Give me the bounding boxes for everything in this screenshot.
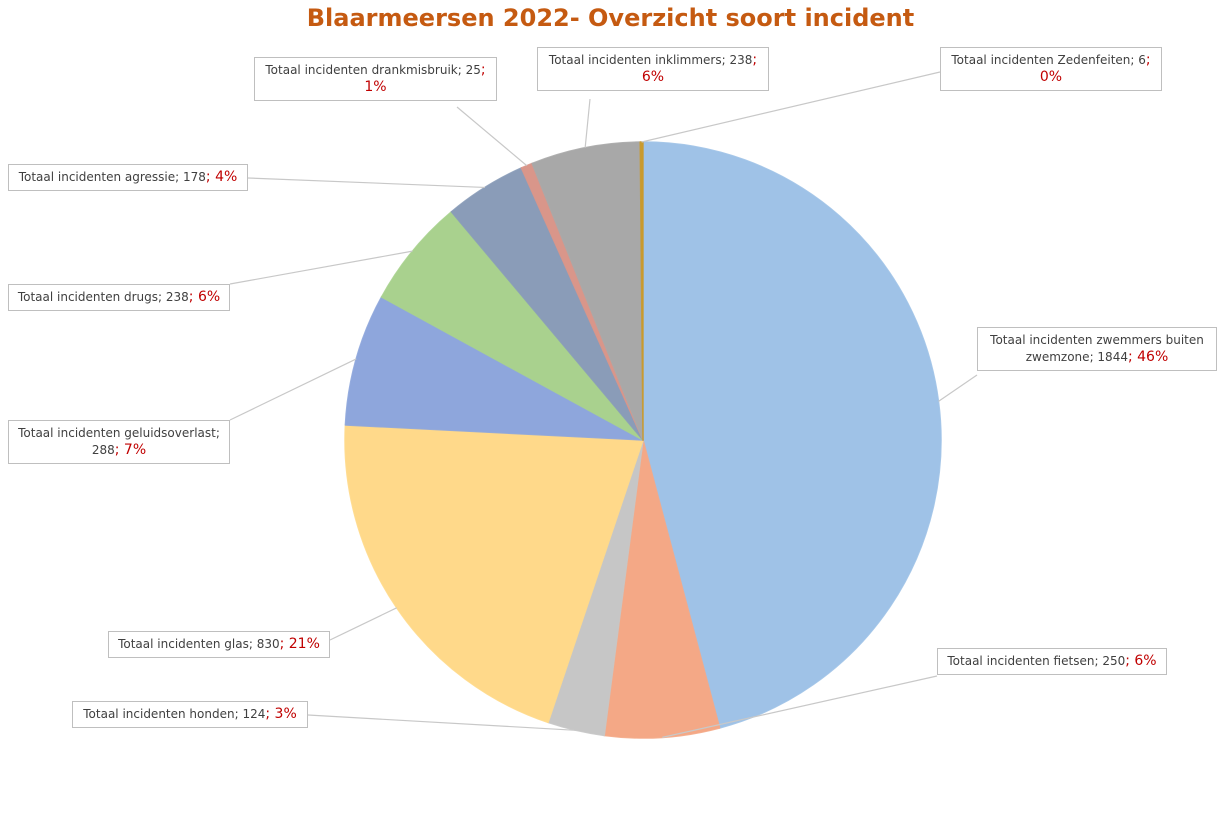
percent-label: 1%: [364, 79, 387, 95]
leader-line: [456, 106, 528, 167]
separator: ;: [1127, 349, 1138, 365]
leader-line: [307, 714, 576, 731]
data-label: Totaal incidenten drankmisbruik; 25; 1%: [254, 57, 497, 101]
separator: ;: [205, 169, 216, 185]
leader-line: [662, 675, 938, 738]
separator: ;: [114, 442, 124, 458]
leader-line: [584, 98, 591, 148]
leader-line: [247, 177, 485, 189]
separator: ;: [175, 170, 183, 184]
separator: ;: [1125, 653, 1135, 669]
category-label: Totaal incidenten agressie: [18, 170, 176, 184]
separator: ;: [480, 62, 486, 78]
separator: ;: [265, 706, 275, 722]
percent-label: 4%: [215, 169, 238, 185]
chart-title: Blaarmeersen 2022- Overzicht soort incid…: [306, 4, 915, 32]
percent-label: 7%: [123, 442, 147, 458]
category-label: Totaal incidenten inklimmers: [548, 53, 722, 67]
separator: ;: [1130, 53, 1139, 67]
value-label: 25: [465, 63, 481, 77]
data-label: Totaal incidenten geluidsoverlast; 288; …: [8, 420, 230, 464]
category-label: Totaal incidenten honden: [83, 707, 235, 721]
category-label: Totaal incidenten Zedenfeiten: [951, 53, 1131, 67]
value-label: 250: [1102, 654, 1126, 668]
pie-slice: [344, 424, 644, 724]
data-label: Totaal incidenten agressie; 178; 4%: [8, 164, 248, 191]
data-label: Totaal incidenten Zedenfeiten; 6; 0%: [940, 47, 1162, 91]
category-label: Totaal incidenten geluidsoverlast: [18, 426, 216, 440]
leader-line: [229, 250, 413, 285]
leader-line: [641, 71, 941, 143]
separator: ;: [248, 637, 257, 651]
category-label: Totaal incidenten zwemmers buiten zwemzo…: [990, 333, 1204, 364]
value-label: 238: [729, 53, 753, 67]
value-label: 124: [242, 707, 266, 721]
value-label: 830: [256, 637, 280, 651]
percent-label: 3%: [274, 706, 297, 722]
percent-label: 6%: [641, 69, 665, 85]
separator: ;: [1145, 52, 1151, 68]
category-label: Totaal incidenten drugs: [17, 290, 159, 304]
separator: ;: [215, 426, 220, 440]
separator: ;: [188, 289, 198, 305]
category-label: Totaal incidenten drankmisbruik: [265, 63, 458, 77]
data-label: Totaal incidenten drugs; 238; 6%: [8, 284, 230, 311]
value-label: 288: [91, 443, 115, 457]
value-label: 178: [182, 170, 206, 184]
data-label: Totaal incidenten inklimmers; 238; 6%: [537, 47, 769, 91]
percent-label: 6%: [1134, 653, 1157, 669]
separator: ;: [1089, 350, 1098, 364]
pie-slice: [642, 141, 942, 729]
data-label: Totaal incidenten honden; 124; 3%: [72, 701, 308, 728]
separator: ;: [1094, 654, 1103, 668]
category-label: Totaal incidenten glas: [118, 637, 249, 651]
value-label: 6: [1138, 53, 1146, 67]
category-label: Totaal incidenten fietsen: [947, 654, 1095, 668]
percent-label: 21%: [288, 636, 320, 652]
separator: ;: [457, 63, 466, 77]
value-label: 1844: [1097, 350, 1128, 364]
separator: ;: [721, 53, 730, 67]
percent-label: 0%: [1039, 69, 1063, 85]
percent-label: 6%: [197, 289, 221, 305]
data-label: Totaal incidenten fietsen; 250; 6%: [937, 648, 1167, 675]
data-label: Totaal incidenten glas; 830; 21%: [108, 631, 330, 658]
separator: ;: [158, 290, 166, 304]
data-label: Totaal incidenten zwemmers buiten zwemzo…: [977, 327, 1217, 371]
separator: ;: [279, 636, 289, 652]
percent-label: 46%: [1137, 349, 1169, 365]
separator: ;: [234, 707, 243, 721]
leader-line: [938, 374, 978, 402]
leader-line: [329, 607, 397, 641]
separator: ;: [752, 52, 758, 68]
leader-line: [229, 358, 357, 421]
value-label: 238: [165, 290, 189, 304]
